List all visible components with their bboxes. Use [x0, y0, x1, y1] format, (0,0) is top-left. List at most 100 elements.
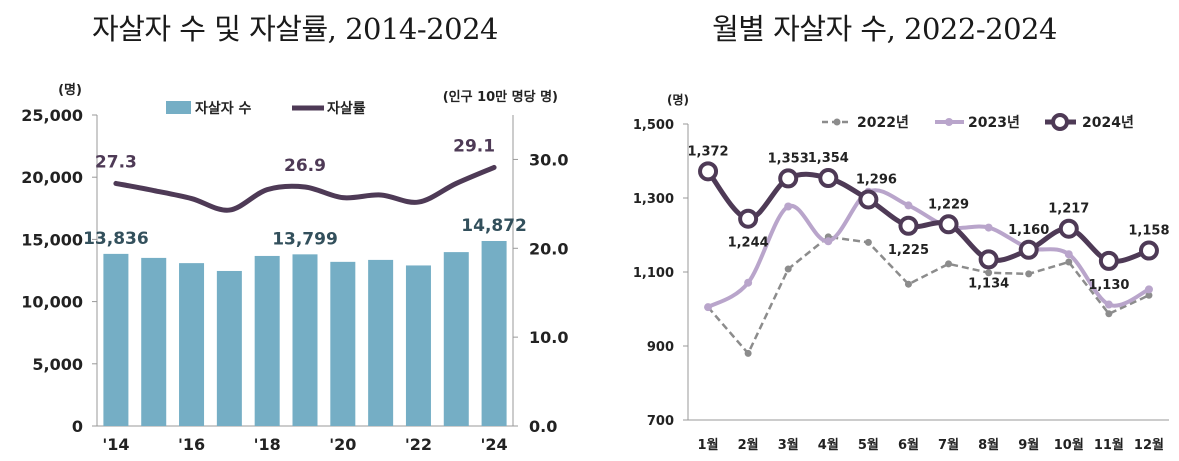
bar-2014	[103, 253, 129, 426]
bar-2021	[368, 259, 394, 426]
annual-chart-panel: 자살자 수 및 자살률, 2014-2024 0 5,000 10,000 15,00…	[21, 12, 568, 454]
bar-2018	[254, 255, 280, 426]
legend-bar-swatch	[166, 101, 191, 114]
series-2023-point	[784, 202, 793, 211]
series-2024-data-label: 1,244	[728, 236, 769, 251]
x-tick-label: '16	[178, 435, 205, 454]
x-tick-label: 1월	[698, 437, 719, 453]
series-2024-data-label: 1,158	[1128, 224, 1169, 239]
y-tick-label: 1,300	[633, 192, 674, 207]
series-2024-data-label: 1,353	[768, 151, 809, 166]
x-tick-label: '24	[481, 435, 508, 454]
series-2023-point	[744, 278, 753, 287]
legend-2022-marker	[833, 118, 841, 126]
series-2024-point	[778, 168, 799, 189]
x-tick-label: 5월	[858, 437, 879, 453]
series-2022-point	[945, 260, 953, 268]
series-2023-point	[984, 223, 993, 232]
series-2024-point	[1138, 240, 1159, 261]
right-y-tick-label: 30.0	[529, 150, 568, 169]
x-tick-label: 6월	[898, 437, 919, 453]
series-2024-data-label: 1,160	[1008, 223, 1049, 238]
series-2024-data-label: 1,372	[687, 144, 728, 159]
bar-data-label: 14,872	[461, 216, 527, 236]
x-tick-label: 8월	[978, 437, 999, 453]
series-2024-data-label: 1,130	[1088, 278, 1129, 293]
x-tick-label: 4월	[818, 437, 839, 453]
series-2024-point	[938, 214, 959, 235]
series-2024-data-label: 1,225	[888, 243, 929, 258]
bar-2017	[216, 270, 242, 426]
legend-bar-label: 자살자 수	[195, 100, 252, 117]
x-tick-label: 11월	[1094, 437, 1124, 453]
series-2023-line	[707, 188, 1150, 309]
series-2024-data-label: 1,134	[968, 276, 1009, 291]
rate-data-label: 29.1	[453, 136, 495, 156]
series-2022-point	[904, 280, 912, 288]
y-tick-label: 1,100	[633, 266, 674, 281]
x-tick-label: '20	[329, 435, 356, 454]
x-tick-label: '18	[254, 435, 281, 454]
bar-2020	[330, 261, 356, 426]
series-2024-point	[818, 168, 839, 189]
x-tick-label: 3월	[778, 437, 799, 453]
left-y-tick-label: 10,000	[21, 293, 83, 312]
left-y-tick-label: 20,000	[21, 168, 83, 187]
rate-data-label: 26.9	[284, 156, 326, 176]
x-tick-label: 2월	[738, 437, 759, 453]
right-y-tick-label: 0.0	[529, 417, 557, 436]
legend-line-label: 자살률	[327, 100, 366, 117]
legend-2024-marker	[1051, 113, 1069, 131]
y-tick-label: 700	[647, 414, 674, 429]
legend-2023-marker	[945, 118, 953, 126]
series-2023-point	[1144, 285, 1153, 294]
rate-data-label: 27.3	[95, 152, 137, 172]
series-2022-point	[1065, 258, 1073, 266]
x-tick-label: 10월	[1054, 437, 1084, 453]
monthly-chart-title: 월별 자살자 수, 2022-2024	[712, 12, 1057, 46]
series-2022-point	[1145, 291, 1153, 299]
left-y-tick-label: 15,000	[21, 230, 83, 249]
series-2024-data-label: 1,217	[1048, 202, 1089, 217]
legend-2023-label: 2023년	[968, 115, 1020, 131]
left-y-tick-label: 25,000	[21, 106, 83, 125]
series-2024-point	[1098, 250, 1119, 271]
bar-2022	[405, 265, 431, 426]
series-2024-data-label: 1,229	[928, 197, 969, 212]
series-2024-data-label: 1,354	[808, 151, 849, 166]
bar-data-label: 13,836	[83, 229, 149, 249]
x-tick-label: 7월	[938, 437, 959, 453]
series-2023-point	[1064, 250, 1073, 259]
series-2023-point	[1104, 300, 1113, 309]
series-2023-point	[904, 201, 913, 210]
monthly-chart-panel: 월별 자살자 수, 2022-2024 700 900 1,100 1,300 1,50…	[590, 0, 1179, 461]
annual-chart-svg: 0 5,000 10,000 15,000 20,000 25,000 0.0 10.0 20.…	[21, 82, 568, 454]
bar-2024	[481, 240, 507, 426]
bar-2023	[443, 252, 469, 426]
series-2022-point	[1025, 270, 1033, 278]
series-2024-point	[898, 215, 919, 236]
right-y-tick-label: 20.0	[529, 239, 568, 258]
series-2022-point	[985, 269, 993, 277]
y-tick-label: 900	[647, 340, 674, 355]
series-2024-point	[858, 189, 879, 210]
y-tick-label: 1,500	[633, 118, 674, 133]
left-y-axis-unit: (명)	[58, 82, 82, 98]
series-2023-point	[704, 303, 713, 312]
left-y-tick-label: 5,000	[32, 355, 83, 374]
legend-2022-label: 2022년	[857, 115, 909, 131]
series-2023-point	[824, 237, 833, 246]
series-2022-point	[784, 265, 792, 273]
series-2024-point	[1058, 218, 1079, 239]
left-y-tick-label: 0	[72, 417, 83, 436]
x-tick-label: 9월	[1018, 437, 1039, 453]
series-2024-point	[738, 208, 759, 229]
series-2024-point	[1018, 239, 1039, 260]
rate-line	[113, 164, 497, 213]
right-y-axis-unit: (인구 10만 명당 명)	[443, 89, 558, 105]
right-y-tick-label: 10.0	[529, 328, 568, 347]
legend-2024-label: 2024년	[1082, 115, 1134, 131]
series-2022-point	[744, 349, 752, 357]
y-axis-unit: (명)	[667, 93, 689, 107]
bar-2015	[141, 257, 167, 426]
